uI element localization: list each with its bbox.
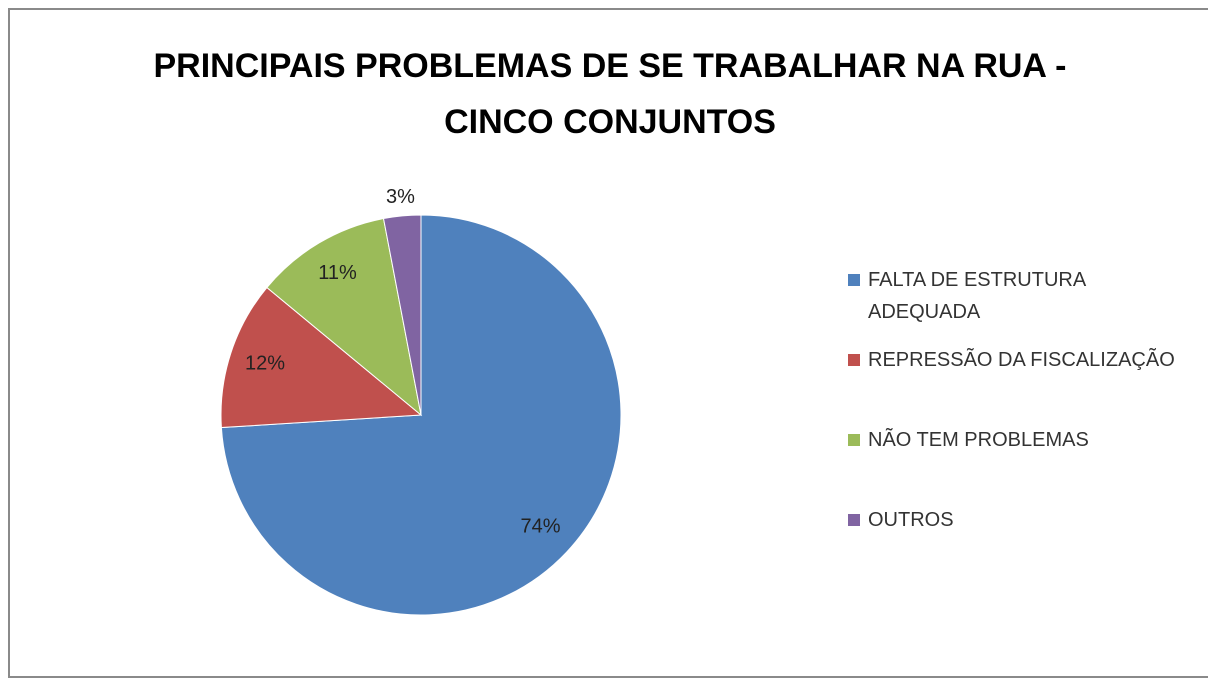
data-label: 74% xyxy=(521,516,561,538)
data-label: 3% xyxy=(386,186,415,208)
legend-label: NÃO TEM PROBLEMAS xyxy=(868,429,1089,451)
legend-label: FALTA DE ESTRUTURA ADEQUADA xyxy=(868,269,1086,323)
pie-slice xyxy=(266,217,422,417)
legend-swatch xyxy=(848,354,860,366)
legend-entry: REPRESSÃO DA FISCALIZAÇÃO xyxy=(848,344,1193,376)
legend-label: OUTROS xyxy=(868,509,954,531)
pie-slice xyxy=(220,286,423,429)
legend-swatch xyxy=(848,434,860,446)
legend-swatch xyxy=(848,514,860,526)
legend-swatch xyxy=(848,274,860,286)
data-label: 11% xyxy=(318,262,357,284)
legend-entry: NÃO TEM PROBLEMAS xyxy=(848,424,1193,456)
chart-title: PRINCIPAIS PROBLEMAS DE SE TRABALHAR NA … xyxy=(153,47,1067,141)
data-label: 12% xyxy=(245,353,285,375)
legend-label: REPRESSÃO DA FISCALIZAÇÃO xyxy=(868,349,1175,371)
pie-slice xyxy=(382,214,422,416)
legend-entry: FALTA DE ESTRUTURA ADEQUADA xyxy=(848,264,1193,328)
legend-entry: OUTROS xyxy=(848,504,1193,536)
